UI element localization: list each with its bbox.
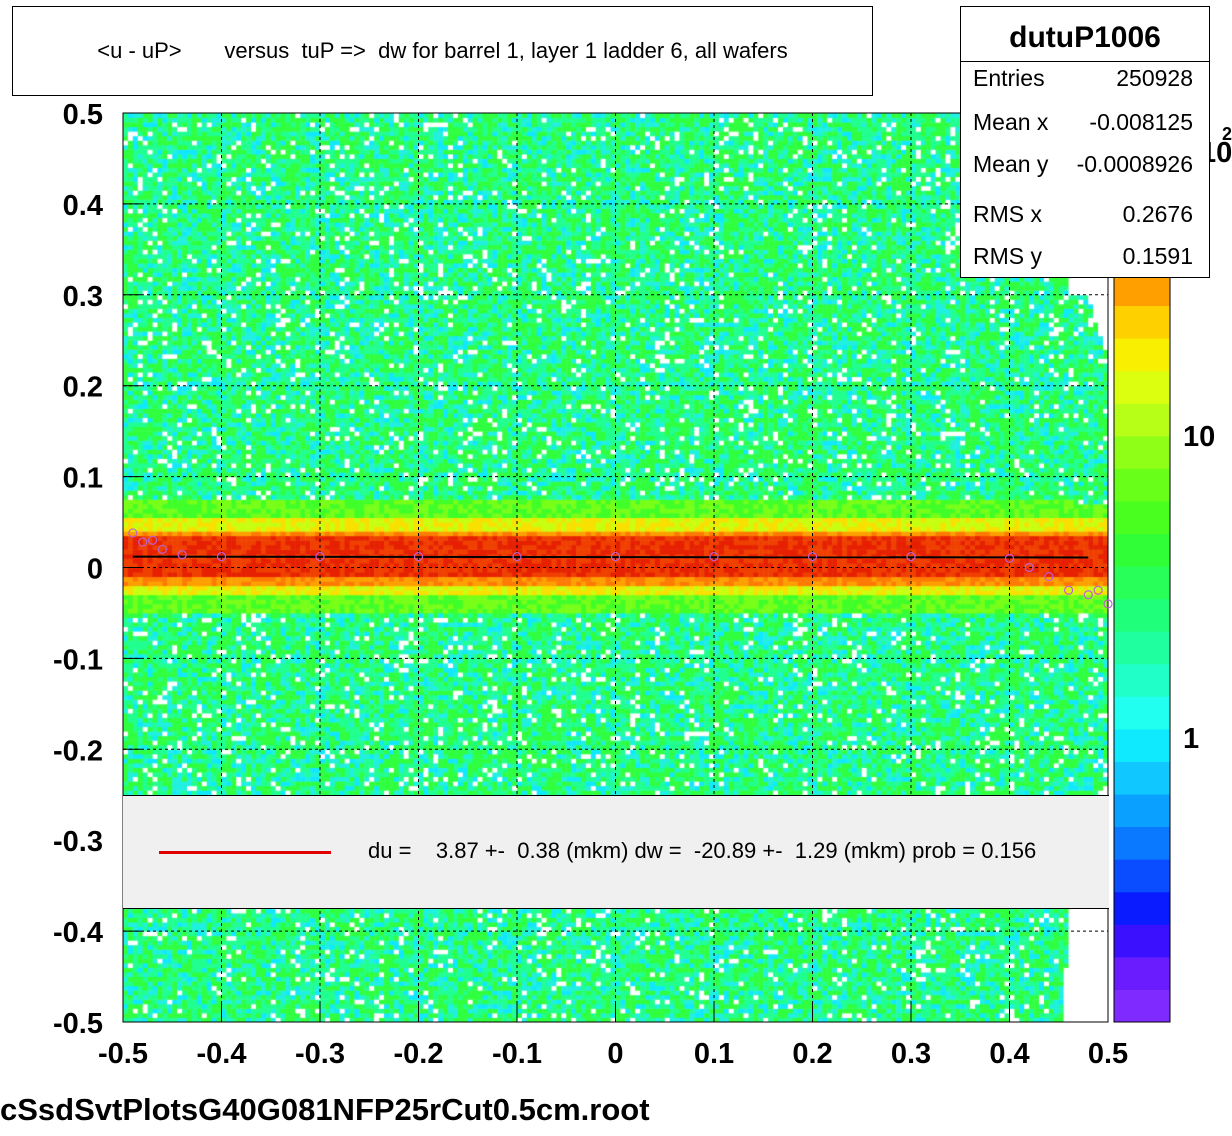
stats-row-rms-y: RMS y 0.1591 xyxy=(973,243,1193,270)
colorbar-segment xyxy=(1114,566,1170,600)
colorbar-segment xyxy=(1114,500,1170,535)
stats-row-mean-y: Mean y -0.0008926 xyxy=(973,151,1193,178)
profile-point xyxy=(1004,553,1015,564)
x-tick-label: 0.1 xyxy=(694,1038,734,1070)
fit-legend: du = 3.87 +- 0.38 (mkm) dw = -20.89 +- 1… xyxy=(123,795,1109,909)
colorbar-segment xyxy=(1114,663,1170,697)
legend-fit-text: du = 3.87 +- 0.38 (mkm) dw = -20.89 +- 1… xyxy=(368,838,1037,863)
stats-label: RMS x xyxy=(973,201,1042,227)
y-tick-label: -0.3 xyxy=(53,826,103,858)
plot-title: <u - uP> versus tuP => dw for barrel 1, … xyxy=(97,38,788,63)
title-box: <u - uP> versus tuP => dw for barrel 1, … xyxy=(12,6,873,96)
colorbar-segment xyxy=(1114,728,1170,762)
colorbar-segment xyxy=(1114,794,1170,828)
profile-point xyxy=(512,551,522,562)
x-tick-label: 0.3 xyxy=(891,1038,931,1070)
stats-label: Mean x xyxy=(973,109,1049,135)
colorbar-segment xyxy=(1114,891,1170,925)
colorbar-segment xyxy=(1114,631,1170,665)
profile-point xyxy=(138,537,148,547)
stats-row-entries: Entries 250928 xyxy=(973,65,1193,92)
profile-point xyxy=(315,551,325,562)
colorbar-segment xyxy=(1114,435,1170,469)
colorbar-segment xyxy=(1114,338,1170,372)
profile-point xyxy=(1103,599,1113,609)
x-tick-label: 0 xyxy=(607,1038,623,1070)
y-tick-label: 0 xyxy=(87,554,103,586)
stats-value: 0.1591 xyxy=(1122,243,1193,269)
stats-value: 0.2676 xyxy=(1122,201,1193,227)
fit-line xyxy=(132,555,1089,559)
colorbar-segment xyxy=(1114,305,1170,339)
y-tick-label: 0.5 xyxy=(63,99,103,131)
colorbar-segment xyxy=(1114,598,1170,632)
stats-label: Mean y xyxy=(973,151,1049,177)
colorbar-segment xyxy=(1114,956,1170,990)
y-tick-label: -0.5 xyxy=(53,1008,103,1040)
profile-point xyxy=(906,551,916,562)
profile-point xyxy=(216,551,227,562)
profile-point xyxy=(1083,590,1093,600)
x-tick-label: -0.5 xyxy=(98,1038,148,1070)
profile-layer xyxy=(128,528,1113,609)
colorbar-segment xyxy=(1114,370,1170,404)
profile-point xyxy=(177,550,187,560)
x-tick-label: -0.2 xyxy=(394,1038,444,1070)
x-tick-label: 0.4 xyxy=(989,1038,1029,1070)
footer-filename: cSsdSvtPlotsG40G081NFP25rCut0.5cm.root xyxy=(0,1092,650,1127)
colorbar-segment xyxy=(1114,859,1170,893)
stats-value: 250928 xyxy=(1116,65,1193,91)
y-tick-label: 0.4 xyxy=(63,190,103,222)
colorbar-segment xyxy=(1114,761,1170,795)
y-tick-label: -0.2 xyxy=(53,735,103,767)
colorbar-segment xyxy=(1114,696,1170,730)
colorbar-label: 1 xyxy=(1183,723,1199,755)
x-tick-label: -0.4 xyxy=(197,1038,247,1070)
stats-row-mean-x: Mean x -0.008125 xyxy=(973,109,1193,136)
profile-point xyxy=(413,551,424,562)
profile-point xyxy=(157,544,167,554)
y-tick-label: 0.1 xyxy=(63,463,103,495)
colorbar-segment xyxy=(1114,924,1170,958)
colorbar-segment xyxy=(1114,826,1170,860)
colorbar-segment xyxy=(1114,273,1170,307)
colorbar-segment xyxy=(1114,989,1170,1023)
stats-histogram-name: dutuP1006 xyxy=(1009,21,1161,54)
profile-point xyxy=(1044,571,1054,582)
profile-point xyxy=(128,528,138,538)
profile-point xyxy=(807,551,818,562)
x-tick-label: -0.3 xyxy=(295,1038,345,1070)
stats-label: Entries xyxy=(973,65,1045,91)
colorbar-label: 10 xyxy=(1183,421,1215,453)
x-tick-label: 0.2 xyxy=(792,1038,832,1070)
profile-point xyxy=(147,535,158,545)
x-tick-label: 0.5 xyxy=(1088,1038,1128,1070)
y-tick-label: -0.4 xyxy=(53,917,103,949)
profile-point xyxy=(610,551,621,562)
profile-point xyxy=(1024,562,1034,573)
y-tick-label: 0.2 xyxy=(63,372,103,404)
y-tick-label: 0.3 xyxy=(63,281,103,313)
stats-separator xyxy=(961,61,1209,62)
stats-value: -0.0008926 xyxy=(1076,151,1193,177)
colorbar-segment xyxy=(1114,468,1170,502)
stats-value: -0.008125 xyxy=(1089,109,1193,135)
y-tick-label: -0.1 xyxy=(53,644,103,676)
colorbar-segment xyxy=(1114,403,1170,437)
stats-box: dutuP1006 Entries 250928 Mean x -0.00812… xyxy=(960,6,1210,278)
x-tick-label: -0.1 xyxy=(492,1038,542,1070)
profile-point xyxy=(1063,585,1074,595)
legend-fit-line xyxy=(159,851,331,854)
colorbar-segment xyxy=(1114,533,1170,567)
axis-layer: -0.5 -0.4 -0.3 -0.2 -0.1 0 0.1 0.2 0.3 0.4 0.5 -0.5… xyxy=(53,99,1128,1070)
stats-row-rms-x: RMS x 0.2676 xyxy=(973,201,1193,228)
colorbar-exponent: 2 xyxy=(1222,124,1232,144)
profile-point xyxy=(709,551,719,562)
stats-label: RMS y xyxy=(973,243,1042,269)
profile-point xyxy=(1093,585,1103,595)
